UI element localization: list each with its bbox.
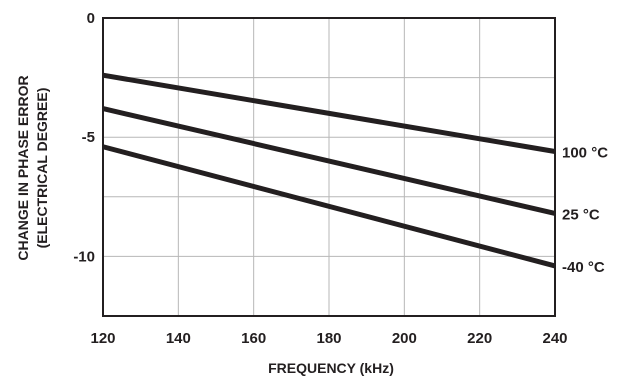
y-axis-title-line-1: CHANGE IN PHASE ERROR: [15, 75, 31, 260]
y-axis-title: CHANGE IN PHASE ERROR (ELECTRICAL DEGREE…: [15, 75, 50, 260]
x-tick-labels: 120 140 160 180 200 220 240: [90, 330, 567, 347]
series-label-1: 25 °C: [562, 206, 600, 223]
y-tick-label: -5: [82, 129, 95, 146]
x-tick-label: 220: [467, 330, 492, 347]
y-tick-label: -10: [73, 248, 95, 265]
series-line-2: [102, 144, 556, 269]
x-tick-label: 240: [542, 330, 567, 347]
series-label-0: 100 °C: [562, 145, 608, 162]
x-tick-label: 120: [90, 330, 115, 347]
x-tick-label: 200: [392, 330, 417, 347]
plot-frame: [102, 17, 556, 317]
series-line-1: [102, 106, 556, 216]
y-tick-label: 0: [87, 10, 95, 27]
series-labels: 100 °C 25 °C -40 °C: [562, 145, 608, 276]
series-label-2: -40 °C: [562, 259, 605, 276]
y-axis-title-line-2: (ELECTRICAL DEGREE): [34, 88, 50, 249]
x-tick-label: 140: [166, 330, 191, 347]
y-tick-labels: 0 -5 -10: [73, 10, 95, 265]
series-line-0: [102, 72, 556, 154]
series-group: [102, 72, 556, 269]
x-tick-label: 160: [241, 330, 266, 347]
x-tick-label: 180: [316, 330, 341, 347]
x-axis-title: FREQUENCY (kHz): [268, 360, 394, 376]
